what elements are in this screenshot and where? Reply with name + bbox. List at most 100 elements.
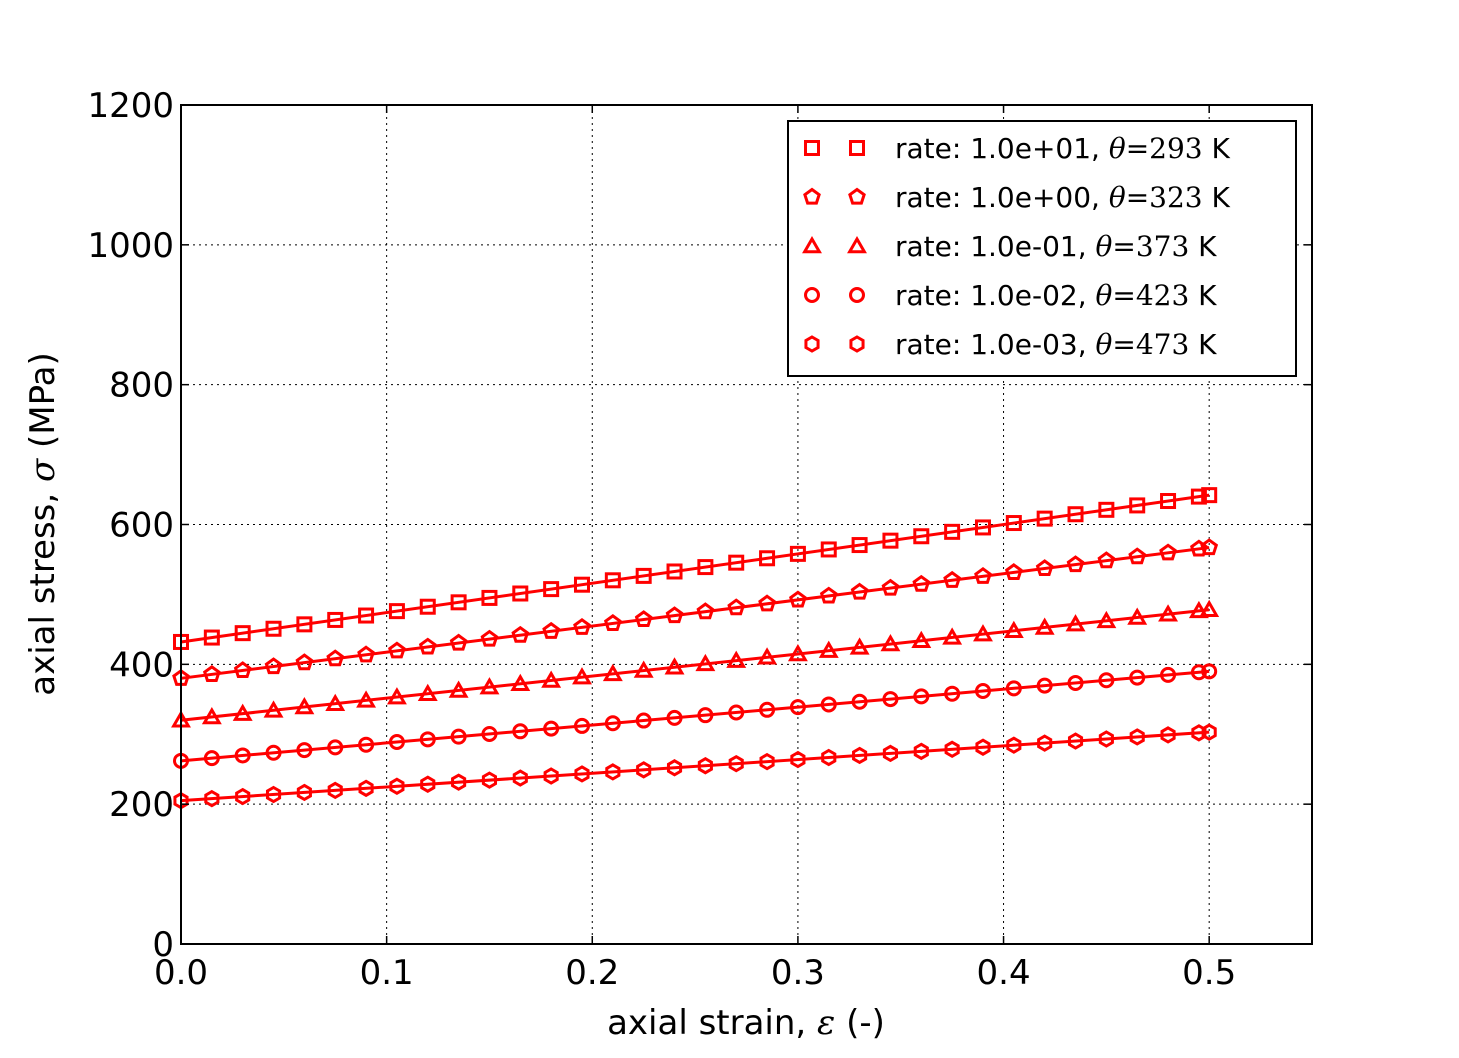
- legend-marker: [847, 235, 867, 254]
- y-tick-label: 400: [109, 645, 174, 685]
- data-point-marker: [1036, 510, 1053, 527]
- data-point-marker: [975, 738, 991, 756]
- legend-marker: [804, 335, 820, 353]
- data-point-marker: [1004, 563, 1023, 580]
- series-layer: [171, 487, 1220, 810]
- data-point-marker: [1066, 555, 1085, 573]
- data-point-marker: [818, 640, 839, 658]
- data-point-marker: [481, 771, 498, 789]
- data-point-marker: [1160, 493, 1177, 510]
- data-point-marker: [974, 683, 991, 700]
- data-point-marker: [913, 688, 930, 705]
- data-point-marker: [944, 685, 961, 702]
- data-point-marker: [911, 630, 932, 648]
- data-point-marker: [973, 624, 993, 642]
- data-point-marker: [1065, 614, 1086, 632]
- data-point-marker: [913, 742, 929, 761]
- data-point-marker: [851, 693, 868, 710]
- x-tick-label: 0.5: [1182, 953, 1236, 993]
- data-point-marker: [1003, 620, 1024, 639]
- data-point-marker: [1067, 506, 1084, 523]
- data-point-marker: [882, 744, 899, 763]
- data-point-marker: [388, 641, 406, 659]
- data-point-marker: [727, 598, 746, 616]
- data-point-marker: [1190, 488, 1207, 505]
- data-point-marker: [234, 625, 251, 642]
- data-point-marker: [635, 567, 652, 584]
- data-point-marker: [697, 756, 713, 775]
- data-point-marker: [265, 620, 282, 637]
- data-point-marker: [664, 657, 685, 675]
- data-point-marker: [604, 572, 621, 589]
- legend-marker: [849, 287, 865, 303]
- data-point-marker: [759, 701, 776, 718]
- data-point-marker: [295, 653, 314, 671]
- data-point-marker: [480, 629, 499, 647]
- data-point-marker: [789, 545, 806, 562]
- data-point-marker: [758, 594, 776, 612]
- data-point-marker: [728, 704, 745, 721]
- data-point-marker: [203, 629, 220, 646]
- x-tick-label: 0.4: [977, 953, 1031, 993]
- data-point-marker: [325, 693, 346, 711]
- data-point-marker: [389, 777, 405, 796]
- data-point-marker: [821, 748, 837, 767]
- data-point-marker: [512, 723, 529, 740]
- legend-marker: [803, 187, 821, 205]
- y-tick-label: 600: [109, 506, 174, 546]
- data-point-marker: [448, 680, 469, 698]
- data-point-marker: [852, 746, 868, 765]
- data-point-marker: [1127, 607, 1148, 625]
- data-point-marker: [602, 663, 623, 682]
- data-point-marker: [1097, 551, 1116, 569]
- data-point-marker: [263, 700, 284, 718]
- data-point-marker: [542, 621, 561, 639]
- legend-marker: [802, 235, 822, 254]
- data-point-marker: [573, 717, 590, 734]
- data-point-marker: [233, 661, 252, 679]
- data-point-marker: [1201, 487, 1218, 504]
- data-point-marker: [759, 752, 775, 771]
- series-square: [173, 487, 1218, 650]
- data-point-marker: [296, 783, 312, 802]
- data-point-marker: [604, 715, 621, 732]
- data-point-marker: [265, 744, 282, 761]
- data-point-marker: [759, 550, 776, 567]
- x-tick-label: 0.3: [771, 953, 825, 993]
- data-point-marker: [1128, 547, 1147, 565]
- data-point-marker: [603, 614, 622, 631]
- legend-label: rate: 1.0e-02, θ=423 K: [895, 279, 1217, 312]
- legend-marker: [849, 140, 865, 156]
- legend-marker: [804, 287, 820, 303]
- y-tick-label: 0: [152, 925, 174, 965]
- data-point-marker: [573, 576, 590, 593]
- data-point-marker: [512, 585, 529, 602]
- data-point-marker: [974, 566, 992, 584]
- data-point-marker: [1158, 604, 1179, 622]
- legend-label: rate: 1.0e+00, θ=323 K: [895, 181, 1231, 214]
- data-point-marker: [1034, 617, 1055, 635]
- data-point-marker: [1098, 672, 1115, 689]
- data-point-marker: [541, 670, 562, 688]
- data-point-marker: [695, 653, 716, 672]
- data-point-marker: [696, 602, 715, 620]
- data-point-marker: [449, 633, 468, 651]
- data-point-marker: [296, 742, 313, 759]
- data-point-marker: [1036, 677, 1053, 694]
- series-line: [180, 608, 1210, 722]
- legend-entry: rate: 1.0e-02, θ=423 K: [804, 279, 1217, 312]
- data-point-marker: [419, 598, 436, 615]
- data-point-marker: [357, 645, 375, 663]
- data-point-marker: [634, 610, 653, 628]
- series-triangle: [171, 599, 1220, 728]
- data-point-marker: [1200, 538, 1219, 556]
- data-point-marker: [851, 537, 868, 554]
- data-point-marker: [820, 541, 837, 558]
- data-point-marker: [636, 761, 652, 779]
- data-point-marker: [605, 763, 621, 781]
- legend-entry: rate: 1.0e+00, θ=323 K: [803, 181, 1231, 214]
- data-point-marker: [326, 649, 345, 667]
- data-point-marker: [666, 759, 683, 777]
